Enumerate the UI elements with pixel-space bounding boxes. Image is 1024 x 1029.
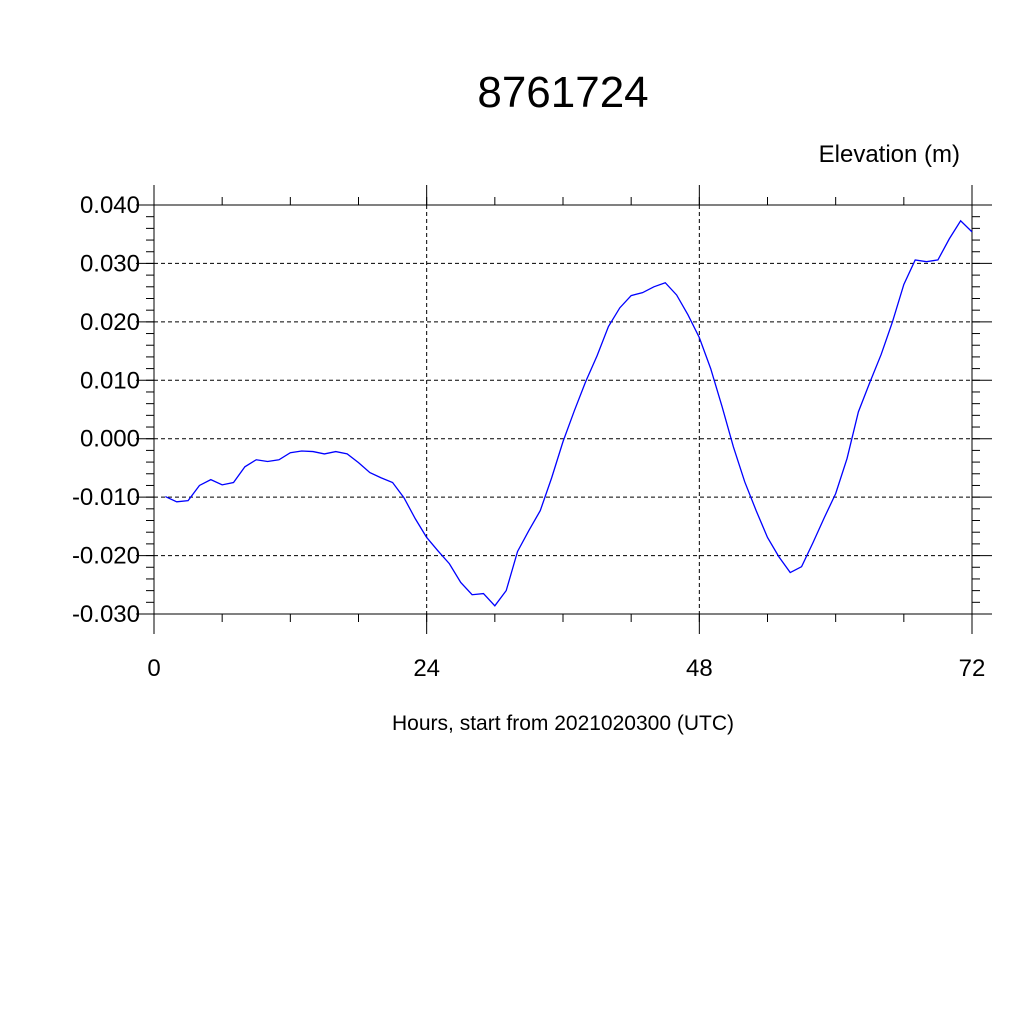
x-tick-label: 24 [413, 655, 440, 682]
y-tick-label: 0.010 [80, 367, 140, 394]
y-tick-label: 0.000 [80, 426, 140, 453]
plot-frame [153, 204, 973, 615]
chart-title: 8761724 [477, 68, 648, 117]
y-tick-label: 0.030 [80, 250, 140, 277]
data-line [165, 219, 973, 607]
x-tick-label: 48 [686, 655, 713, 682]
y-tick-label: -0.010 [72, 484, 140, 511]
x-axis-label: Hours, start from 2021020300 (UTC) [392, 712, 734, 735]
y-tick-label: -0.020 [72, 543, 140, 570]
x-tick-label: 72 [959, 655, 986, 682]
y-tick-label: 0.040 [80, 192, 140, 219]
y-axis-label: Elevation (m) [819, 141, 960, 168]
x-tick-label: 0 [147, 655, 160, 682]
y-tick-label: -0.030 [72, 601, 140, 628]
y-tick-label: 0.020 [80, 309, 140, 336]
